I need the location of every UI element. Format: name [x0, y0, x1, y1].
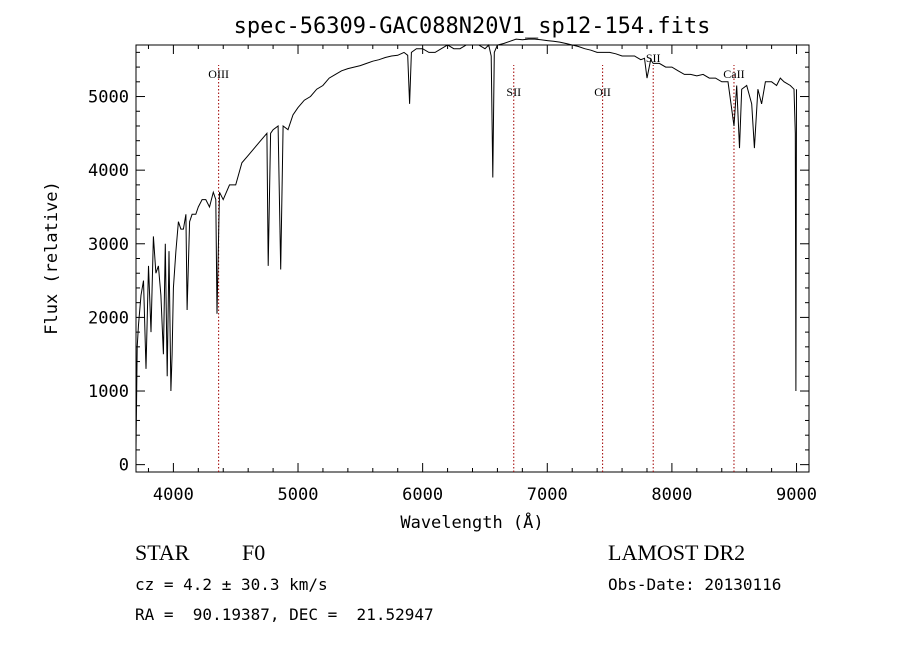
y-tick-label: 4000 — [88, 161, 129, 181]
marker-label: SII — [506, 85, 521, 99]
x-tick-label: 7000 — [527, 485, 568, 505]
y-tick-label: 1000 — [88, 382, 129, 402]
survey-name: LAMOST DR2 — [608, 540, 746, 565]
marker-label: SII — [646, 51, 661, 65]
y-tick-label: 0 — [119, 456, 129, 476]
marker-label: OII — [594, 85, 611, 99]
x-axis-label: Wavelength (Å) — [400, 511, 543, 533]
emission-line-markers: OIII SII OII SII CaII — [208, 51, 745, 472]
x-tick-label: 4000 — [153, 485, 194, 505]
marker-label: OIII — [208, 67, 229, 81]
x-tick-label: 6000 — [402, 485, 443, 505]
plot-frame — [135, 44, 810, 473]
x-tick-label: 5000 — [278, 485, 319, 505]
object-class: STAR — [135, 540, 190, 565]
x-tick-label: 9000 — [776, 485, 817, 505]
axis-ticks: 4000 5000 6000 7000 8000 9000 0 1000 2000 3000 400… — [88, 45, 817, 505]
flux-line — [135, 38, 797, 450]
y-axis-label: Flux (relative) — [42, 181, 62, 335]
redshift-text: cz = 4.2 ± 30.3 km/s — [135, 575, 328, 594]
coordinates-text: RA = 90.19387, DEC = 21.52947 — [135, 605, 434, 624]
spectrum-chart: spec-56309-GAC088N20V1_sp12-154.fits OII… — [42, 14, 817, 533]
y-tick-label: 5000 — [88, 88, 129, 108]
marker-label: CaII — [723, 67, 744, 81]
x-tick-label: 8000 — [651, 485, 692, 505]
obs-date: Obs-Date: 20130116 — [608, 575, 782, 594]
subclass: F0 — [242, 540, 266, 565]
y-tick-label: 3000 — [88, 235, 129, 255]
y-tick-label: 2000 — [88, 308, 129, 328]
chart-title: spec-56309-GAC088N20V1_sp12-154.fits — [234, 14, 711, 39]
